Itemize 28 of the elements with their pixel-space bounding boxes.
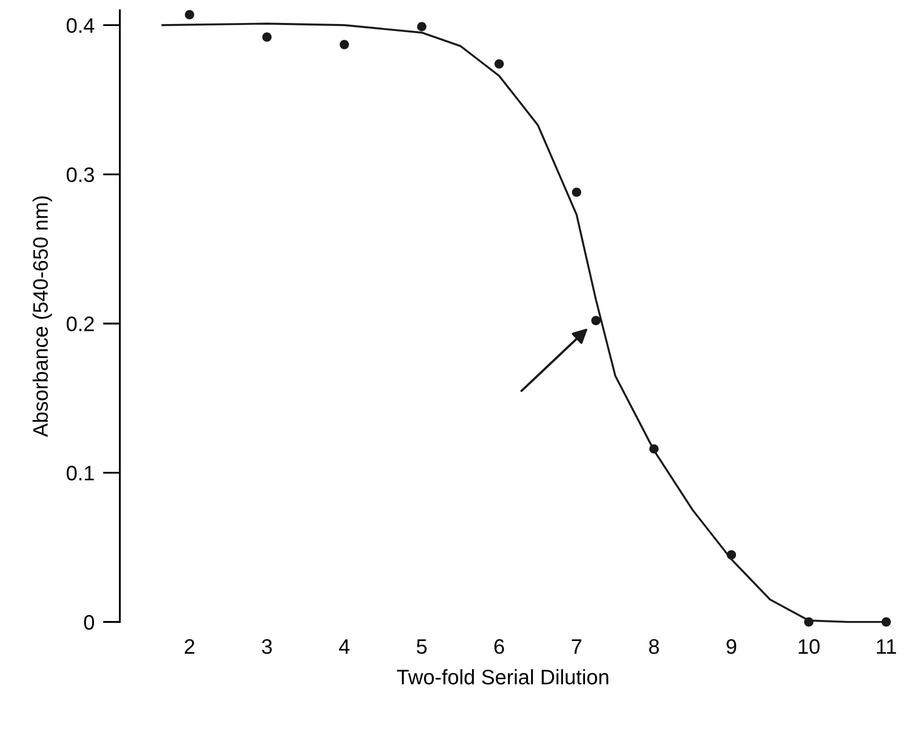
x-tick-label: 5 bbox=[416, 639, 427, 654]
y-tick-label: 0.2 bbox=[66, 316, 94, 332]
point bbox=[262, 32, 272, 42]
x-tick-label: 8 bbox=[649, 639, 659, 654]
x-tick-label: 11 bbox=[876, 639, 896, 654]
x-tick-label: 2 bbox=[184, 639, 194, 654]
y-tick-label: 0 bbox=[84, 614, 94, 630]
x-axis-title: Two-fold Serial Dilution bbox=[396, 669, 608, 684]
y-tick-label: 0.3 bbox=[66, 167, 94, 182]
point bbox=[572, 188, 582, 197]
point bbox=[494, 59, 504, 69]
point bbox=[184, 10, 194, 20]
x-tick-label: 9 bbox=[726, 639, 736, 654]
y-tick-label: 0.4 bbox=[66, 18, 94, 33]
point bbox=[804, 617, 814, 627]
point bbox=[591, 316, 601, 326]
point bbox=[649, 444, 659, 454]
point bbox=[340, 40, 349, 50]
x-tick-label: 7 bbox=[572, 639, 582, 654]
x-tick-label: 6 bbox=[494, 639, 504, 654]
x-tick-label: 10 bbox=[798, 639, 820, 654]
y-tick-label: 0.1 bbox=[66, 466, 94, 481]
point bbox=[726, 550, 736, 560]
point bbox=[882, 617, 891, 627]
x-tick-label: 3 bbox=[262, 639, 272, 654]
x-tick-label: 4 bbox=[339, 639, 350, 654]
y-axis-title: Absorbance (540-650 nm) bbox=[32, 196, 52, 438]
point bbox=[417, 22, 426, 32]
